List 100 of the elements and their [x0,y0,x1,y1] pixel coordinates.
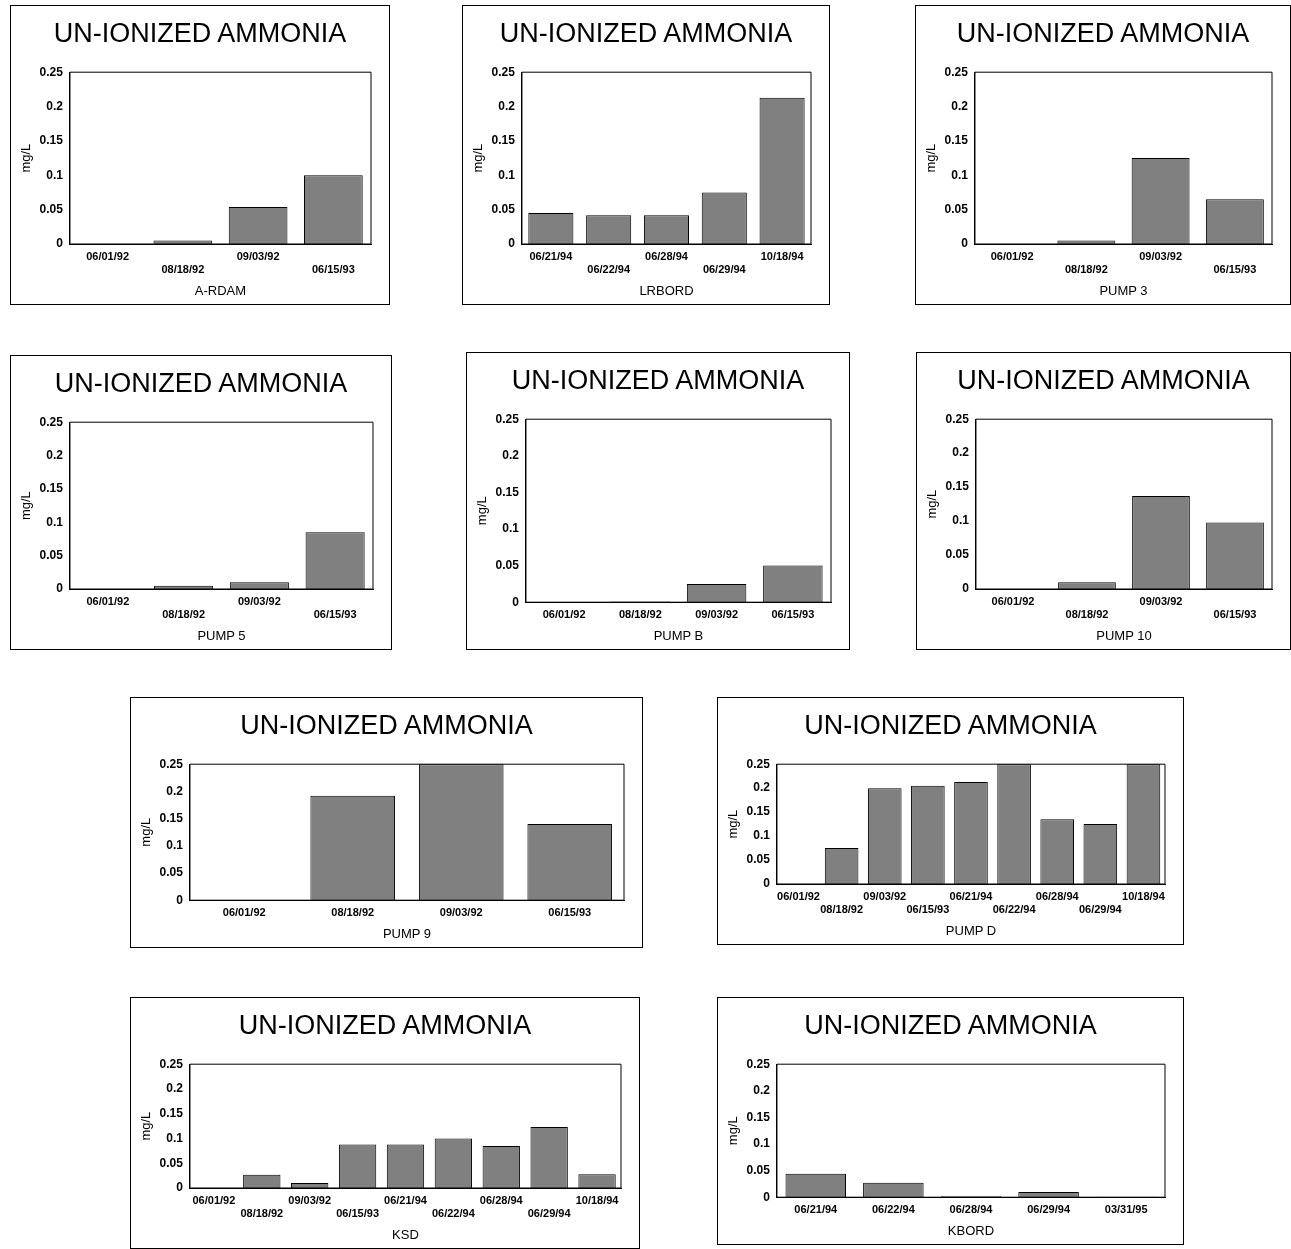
chart-title: UN-IONIZED AMMONIA [510,365,806,397]
chart-title: UN-IONIZED AMMONIA [498,18,794,50]
x-tick-label: 06/29/94 [527,1206,572,1219]
x-tick-label: 06/01/92 [777,889,820,902]
y-tick-label: 0.1 [753,1136,771,1151]
chart-title: UN-IONIZED AMMONIA [803,710,1098,742]
y-tick-label: 0.05 [746,1162,771,1177]
y-tick-label: 0.2 [166,783,184,798]
y-tick-label: 0.2 [753,1083,771,1098]
y-tick-label: 0.2 [951,98,969,113]
y-tick-label: 0 [176,892,184,907]
x-tick-label: 06/01/92 [990,249,1034,262]
y-tick-label: 0.15 [495,484,520,499]
x-axis-title: PUMP 5 [197,627,246,643]
y-tick-label: 0.25 [159,1056,184,1071]
y-tick-label: 0 [56,236,64,251]
y-tick-label: 0.05 [39,201,64,216]
x-tick-label: 06/15/93 [771,607,815,620]
x-tick-label: 09/03/92 [863,889,907,902]
y-tick-label: 0.15 [746,1109,771,1124]
x-tick-label: 03/31/95 [1104,1202,1148,1215]
x-tick-label: 06/22/94 [431,1206,476,1219]
chart-title: UN-IONIZED AMMONIA [956,365,1251,397]
x-tick-label: 09/03/92 [1139,594,1183,607]
y-tick-label: 0.05 [159,1155,184,1170]
x-tick-label: 06/28/94 [645,249,689,262]
x-tick-label: 08/18/92 [1064,262,1108,275]
y-axis-title: mg/L [474,496,490,526]
x-tick-label: 06/15/93 [336,1206,379,1219]
y-tick-label: 0 [512,594,520,609]
x-tick-label: 06/01/92 [542,607,586,620]
chart-title: UN-IONIZED AMMONIA [237,1010,533,1042]
x-tick-label: 08/18/92 [161,262,205,275]
chart-title: UN-IONIZED AMMONIA [53,368,349,400]
y-tick-label: 0 [763,1189,771,1204]
x-tick-label: 06/28/94 [479,1193,524,1206]
y-tick-label: 0.25 [491,64,516,79]
y-tick-label: 0.1 [498,167,516,182]
y-tick-label: 0.1 [952,513,970,528]
y-axis-title: mg/L [725,809,741,839]
x-tick-label: 09/03/92 [695,607,739,620]
x-tick-label: 08/18/92 [331,905,375,918]
y-tick-label: 0.25 [159,756,184,771]
y-axis-title: mg/L [923,143,939,173]
x-axis-title: PUMP 10 [1096,627,1152,643]
chart-title: UN-IONIZED AMMONIA [239,710,534,742]
y-tick-label: 0.05 [39,547,64,562]
x-tick-label: 06/21/94 [384,1193,428,1206]
y-axis-title: mg/L [470,143,486,173]
y-tick-label: 0.15 [39,481,64,496]
x-tick-label: 06/28/94 [949,1202,994,1215]
x-axis-title: PUMP 9 [382,925,432,941]
y-tick-label: 0.15 [39,133,64,148]
x-tick-label: 06/15/93 [1213,262,1257,275]
y-tick-label: 0 [176,1180,184,1195]
x-tick-label: 06/01/92 [86,249,129,262]
x-tick-label: 08/18/92 [1065,607,1109,620]
y-axis-title: mg/L [18,491,34,521]
x-axis-title: LRBORD [639,282,694,298]
y-tick-label: 0 [56,581,64,596]
y-tick-label: 0.15 [159,810,184,825]
x-tick-label: 06/15/93 [311,262,355,275]
x-tick-label: 09/03/92 [439,905,483,918]
y-axis-title: mg/L [138,817,154,847]
y-tick-label: 0.1 [753,828,771,843]
x-tick-label: 06/01/92 [991,594,1035,607]
x-axis-title: PUMP B [653,627,704,643]
y-tick-label: 0.1 [166,838,184,853]
y-tick-label: 0.2 [46,447,64,462]
y-tick-label: 0.05 [746,852,771,867]
y-tick-label: 0.05 [159,865,184,880]
x-tick-label: 08/18/92 [240,1206,284,1219]
y-tick-label: 0.25 [945,411,970,426]
chart-title: UN-IONIZED AMMONIA [803,1010,1098,1042]
x-tick-label: 09/03/92 [237,594,281,607]
y-tick-label: 0.1 [46,167,64,182]
chart-title: UN-IONIZED AMMONIA [52,18,348,50]
x-tick-label: 10/18/94 [760,249,805,262]
x-tick-label: 06/29/94 [1027,1202,1071,1215]
x-tick-label: 06/01/92 [86,594,130,607]
y-tick-label: 0.25 [746,756,771,771]
x-tick-label: 06/28/94 [1035,889,1080,902]
x-tick-label: 06/21/94 [529,249,574,262]
y-tick-label: 0 [508,236,516,251]
y-tick-label: 0.1 [46,514,64,529]
y-tick-label: 0.2 [166,1081,184,1096]
y-axis-title: mg/L [138,1111,154,1141]
x-tick-label: 06/15/93 [548,905,592,918]
x-tick-label: 06/01/92 [222,905,266,918]
chart-title: UN-IONIZED AMMONIA [955,18,1251,50]
y-tick-label: 0.1 [951,167,969,182]
x-tick-label: 08/18/92 [618,607,662,620]
y-tick-label: 0.25 [746,1056,771,1071]
x-tick-label: 06/15/93 [906,902,950,915]
x-tick-label: 08/18/92 [162,607,206,620]
y-tick-label: 0.15 [945,479,970,494]
y-tick-label: 0.15 [159,1106,184,1121]
y-tick-label: 0.2 [502,448,520,463]
y-tick-label: 0.25 [944,64,969,79]
x-tick-label: 10/18/94 [575,1193,620,1206]
